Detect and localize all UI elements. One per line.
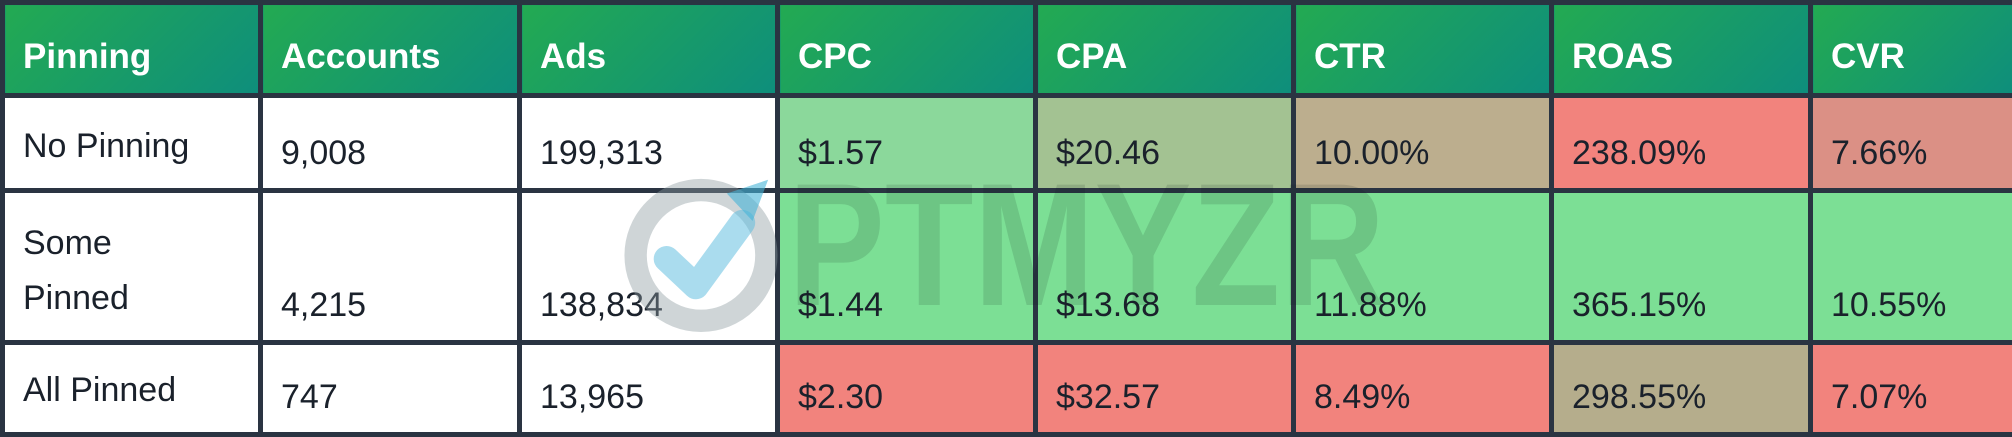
column-header-ads: Ads (520, 3, 778, 96)
table-row-all-pinned: All Pinned 747 13,965 $2.30 $32.57 8.49%… (3, 343, 2012, 435)
table-cell-cpc: $1.57 (778, 96, 1036, 191)
table-row-no-pinning: No Pinning 9,008 199,313 $1.57 $20.46 10… (3, 96, 2012, 191)
table-row-some-pinned: Some Pinned 4,215 138,834 $1.44 $13.68 1… (3, 191, 2012, 343)
table-cell-accounts: 747 (261, 343, 520, 435)
table-cell-cpa: $32.57 (1036, 343, 1294, 435)
row-label: All Pinned (3, 343, 261, 435)
table-cell-roas: 238.09% (1552, 96, 1811, 191)
table-cell-cvr: 10.55% (1811, 191, 2012, 343)
row-label: Some Pinned (3, 191, 261, 343)
table-cell-ads: 13,965 (520, 343, 778, 435)
table-cell-cvr: 7.07% (1811, 343, 2012, 435)
table-cell-cpa: $13.68 (1036, 191, 1294, 343)
row-label-text: No Pinning (23, 119, 189, 174)
table-cell-cvr: 7.66% (1811, 96, 2012, 191)
table-cell-ads: 199,313 (520, 96, 778, 191)
row-label: No Pinning (3, 96, 261, 191)
table-cell-accounts: 9,008 (261, 96, 520, 191)
row-label-text: All Pinned (23, 363, 176, 418)
table-cell-roas: 298.55% (1552, 343, 1811, 435)
column-header-accounts: Accounts (261, 3, 520, 96)
row-label-text: Some Pinned (23, 216, 208, 326)
table-cell-roas: 365.15% (1552, 191, 1811, 343)
column-header-cpc: CPC (778, 3, 1036, 96)
table-cell-cpc: $2.30 (778, 343, 1036, 435)
table-cell-ctr: 8.49% (1294, 343, 1552, 435)
table-cell-ads: 138,834 (520, 191, 778, 343)
table-cell-cpa: $20.46 (1036, 96, 1294, 191)
column-header-cvr: CVR (1811, 3, 2012, 96)
column-header-ctr: CTR (1294, 3, 1552, 96)
column-header-pinning: Pinning (3, 3, 261, 96)
table-cell-cpc: $1.44 (778, 191, 1036, 343)
table-cell-ctr: 11.88% (1294, 191, 1552, 343)
column-header-roas: ROAS (1552, 3, 1811, 96)
table-cell-ctr: 10.00% (1294, 96, 1552, 191)
header-row: Pinning Accounts Ads CPC CPA CTR ROAS CV… (3, 3, 2012, 96)
column-header-cpa: CPA (1036, 3, 1294, 96)
table-cell-accounts: 4,215 (261, 191, 520, 343)
